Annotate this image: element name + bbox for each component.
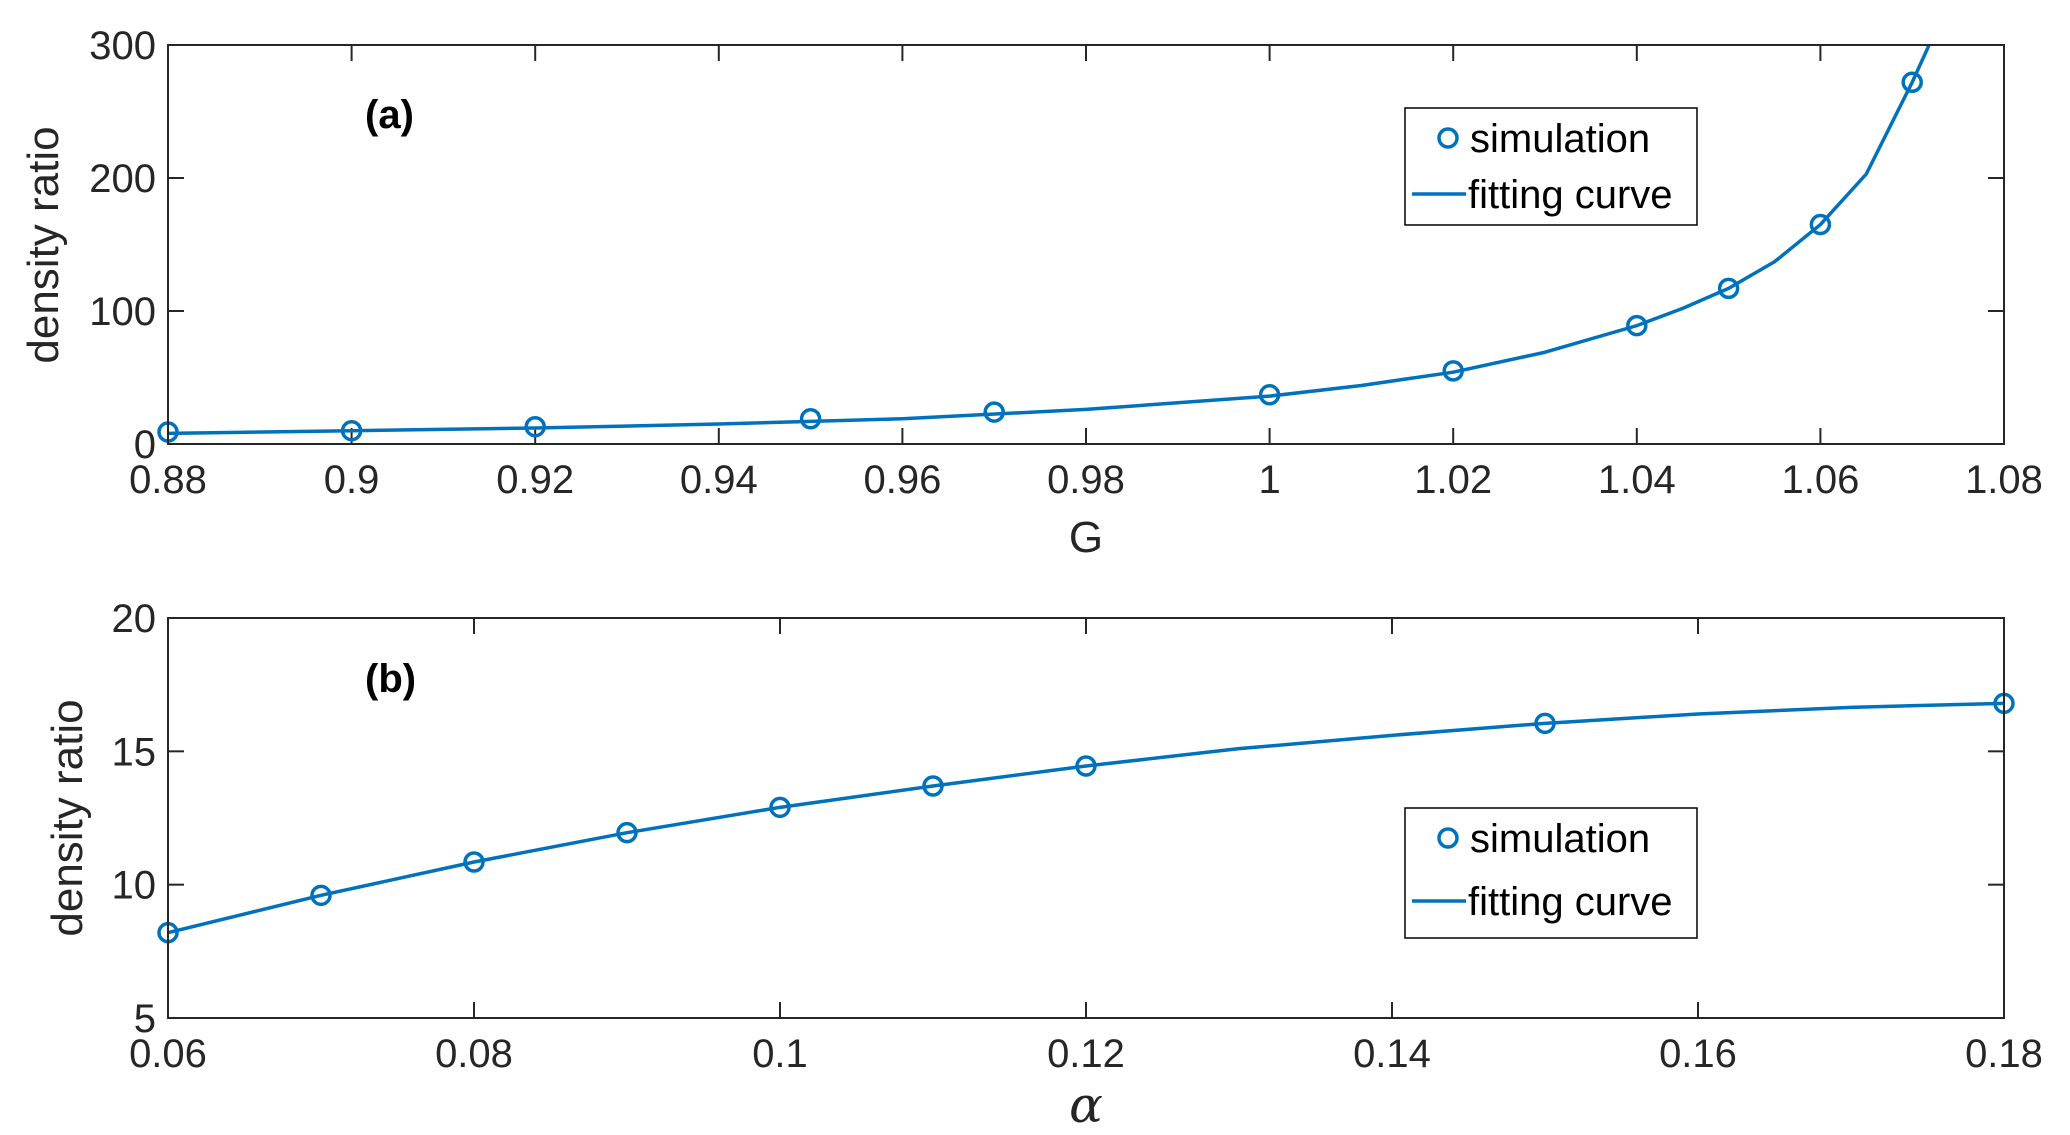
panel-a-legend: simulation fitting curve <box>1404 107 1698 226</box>
panel-b-legend-marker-icon <box>1437 827 1459 849</box>
panel-b-fitting-curve-line <box>168 701 2004 935</box>
panel-a-ytick-label: 300 <box>89 24 156 68</box>
panel-a-simulation-point <box>1626 314 1648 337</box>
panel-b-xtick-labels: 0.06 0.08 0.1 0.12 0.14 0.16 0.18 <box>129 1032 2043 1076</box>
panel-a-simulation-point <box>340 419 363 442</box>
panel-a-simulation-point <box>1717 277 1740 300</box>
panel-a-simulation-point <box>1258 384 1281 406</box>
panel-a-label: (a) <box>365 93 414 137</box>
panel-a-fitting-curve-line <box>168 45 1932 436</box>
panel-a-simulation-point <box>1442 360 1464 382</box>
panel-a-xtick-label: 1.08 <box>1965 458 2043 502</box>
panel-a-xtick-label: 1.02 <box>1414 458 1492 502</box>
panel-a-legend-box <box>1404 107 1698 226</box>
panel-a-xtick-labels: 0.88 0.9 0.92 0.94 0.96 0.98 1 1.02 1.04 1.06 1.08 <box>129 458 2043 502</box>
panel-b-simulation-point <box>1075 755 1097 777</box>
panel-b-ytick-label: 15 <box>112 730 157 774</box>
panel-b-ytick-label: 20 <box>112 597 157 641</box>
panel-b-xtick-label: 0.18 <box>1965 1032 2043 1076</box>
panel-a-legend-marker-icon <box>1437 127 1459 149</box>
panel-a: 0.88 0.9 0.92 0.94 0.96 0.98 1 1.02 1.04 1.06 1.08… <box>19 24 2043 562</box>
panel-a-xtick-label: 0.94 <box>680 458 758 502</box>
panel-a-ytick-labels: 0 100 200 300 <box>89 24 156 467</box>
panel-b-xtick-label: 0.08 <box>435 1032 513 1076</box>
panel-b-simulation-point <box>1534 712 1556 735</box>
panel-b-curve-layer <box>168 701 2004 935</box>
panel-a-simulation-point <box>799 407 822 430</box>
panel-b-ytick-label: 5 <box>134 997 156 1041</box>
panel-a-simulation-point <box>1901 71 1923 93</box>
panel-b-xtick-label: 0.12 <box>1047 1032 1125 1076</box>
panel-b-simulation-point <box>922 775 944 797</box>
panel-b-legend: simulation fitting curve <box>1404 807 1698 939</box>
panel-a-simulation-point <box>983 401 1005 423</box>
panel-b-ylabel: density ratio <box>43 699 92 936</box>
panel-a-legend-simulation: simulation <box>1470 117 1650 161</box>
panel-a-ytick-label: 200 <box>89 157 156 201</box>
panel-a-marker-layer <box>157 71 1923 443</box>
panel-b-simulation-point <box>616 821 638 844</box>
panel-b-axes-frame <box>167 617 2005 1019</box>
panel-b-ticks <box>167 617 2005 1019</box>
panel-b-xtick-label: 0.14 <box>1353 1032 1431 1076</box>
panel-a-legend-fitting-curve: fitting curve <box>1468 173 1673 217</box>
panel-a-axes-frame <box>167 44 2005 445</box>
panel-a-xtick-label: 1.04 <box>1598 458 1676 502</box>
panel-a-xtick-label: 0.98 <box>1047 458 1125 502</box>
panel-b-xlabel: α <box>1069 1076 1103 1134</box>
panel-a-xtick-label: 0.9 <box>324 458 380 502</box>
panel-b-xtick-label: 0.06 <box>129 1032 207 1076</box>
panel-a-xtick-label: 0.92 <box>496 458 574 502</box>
panel-a-ytick-label: 100 <box>89 290 156 334</box>
panel-a-ylabel: density ratio <box>19 126 68 363</box>
panel-a-xlabel: G <box>1069 513 1103 562</box>
panel-b-xtick-label: 0.1 <box>752 1032 808 1076</box>
panel-a-ticks <box>167 44 2005 445</box>
panel-b-legend-simulation: simulation <box>1470 817 1650 861</box>
panel-a-xtick-label: 1 <box>1258 458 1280 502</box>
panel-b-simulation-point <box>463 851 485 873</box>
panel-b-label: (b) <box>365 657 416 701</box>
panel-a-curve-layer <box>168 45 1932 436</box>
panel-b-ytick-label: 10 <box>112 864 157 908</box>
panel-b-marker-layer <box>157 692 2015 944</box>
panel-a-ytick-label: 0 <box>134 423 156 467</box>
panel-a-xtick-label: 0.88 <box>129 458 207 502</box>
panel-a-simulation-point <box>524 415 546 438</box>
panel-b: 0.06 0.08 0.1 0.12 0.14 0.16 0.18 5 10 15 20 α de… <box>43 597 2043 1134</box>
panel-b-xtick-label: 0.16 <box>1659 1032 1737 1076</box>
panel-a-xtick-label: 0.96 <box>863 458 941 502</box>
panel-a-simulation-point <box>1809 213 1832 236</box>
panel-a-xtick-label: 1.06 <box>1781 458 1859 502</box>
panel-b-simulation-point <box>769 796 791 819</box>
panel-b-legend-fitting-curve: fitting curve <box>1468 880 1673 924</box>
panel-b-simulation-point <box>310 884 332 907</box>
panel-b-ytick-labels: 5 10 15 20 <box>112 597 157 1041</box>
